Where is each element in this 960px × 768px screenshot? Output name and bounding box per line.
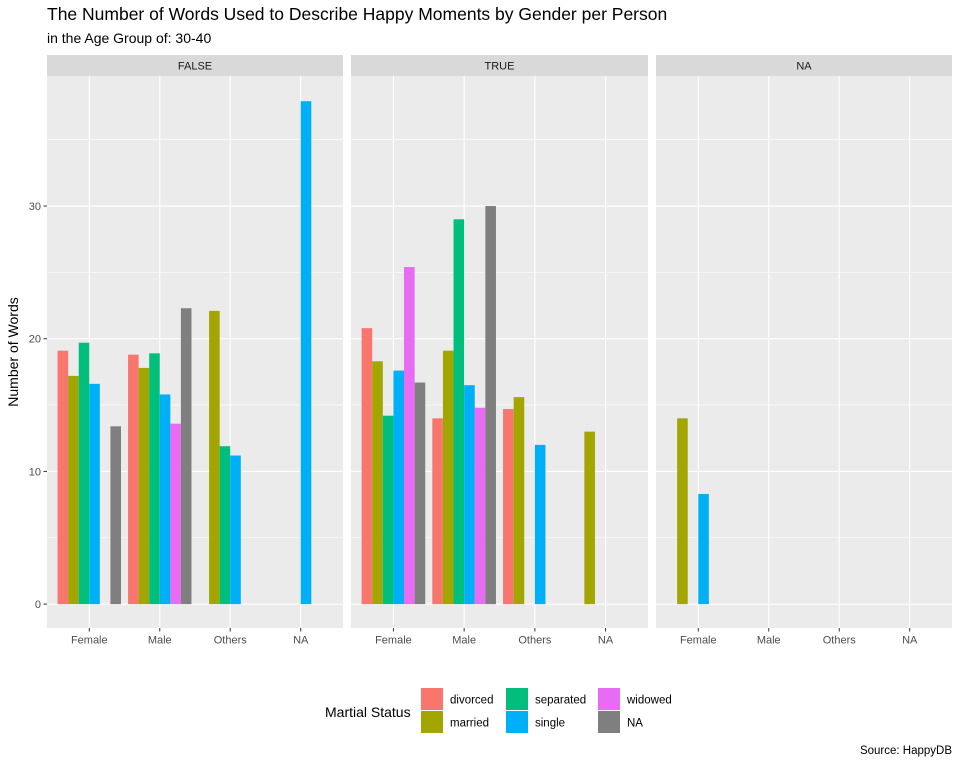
x-tick-label-true-na: NA [598, 635, 614, 647]
panel-strip-true [351, 55, 648, 76]
x-tick-label-false-others: Others [214, 635, 248, 647]
x-tick-label-na-female: Female [680, 635, 717, 647]
bar-na-female-single [698, 493, 709, 605]
bar-true-others-married [513, 397, 525, 605]
bar-true-female-na [414, 382, 426, 605]
bar-false-female-divorced [57, 350, 69, 605]
bar-false-male-single [159, 394, 171, 605]
bar-false-female-married [68, 375, 79, 605]
bar-false-male-widowed [170, 423, 181, 605]
bar-false-female-separated [78, 342, 90, 605]
panel-strip-label-na: NA [796, 61, 812, 73]
legend-key-separated [506, 688, 528, 710]
bar-false-female-single [89, 383, 100, 605]
bar-false-male-divorced [128, 354, 139, 605]
legend-key-divorced [421, 688, 443, 710]
x-tick-label-false-na: NA [293, 635, 309, 647]
bar-true-na-married [584, 431, 595, 605]
bar-false-na-single [300, 101, 312, 605]
legend-label-widowed: widowed [626, 695, 672, 707]
x-tick-label-na-male: Male [757, 635, 781, 647]
bar-false-male-na [180, 308, 192, 605]
panel-strip-false [47, 55, 343, 76]
bar-true-male-widowed [474, 407, 486, 605]
x-tick-label-false-female: Female [71, 635, 108, 647]
bar-true-female-divorced [361, 328, 373, 605]
y-tick-label-30: 30 [29, 201, 41, 213]
bar-true-male-separated [453, 219, 465, 605]
chart-subtitle: in the Age Group of: 30-40 [47, 30, 212, 46]
legend-key-widowed [598, 688, 620, 710]
y-tick-label-20: 20 [29, 334, 41, 346]
legend-title: Martial Status [325, 704, 411, 720]
legend-key-single [506, 711, 528, 733]
legend-key-married [421, 711, 443, 733]
x-tick-label-na-others: Others [823, 635, 857, 647]
x-tick-label-true-male: Male [452, 635, 476, 647]
bar-true-female-widowed [404, 267, 415, 605]
bar-true-others-single [534, 444, 546, 605]
legend-label-married: married [450, 718, 489, 730]
legend-label-na: NA [627, 718, 643, 730]
x-tick-label-true-others: Others [518, 635, 552, 647]
panel-strip-label-false: FALSE [178, 61, 212, 73]
source-caption: Source: HappyDB [859, 745, 952, 757]
bar-false-male-married [138, 367, 150, 605]
bar-true-male-divorced [432, 418, 443, 605]
legend-label-single: single [535, 718, 565, 730]
y-tick-label-0: 0 [35, 599, 41, 611]
bar-false-others-single [230, 455, 241, 605]
y-axis-title: Number of Words [5, 297, 21, 406]
panel-strip-label-true: TRUE [485, 61, 515, 73]
legend-label-separated: separated [535, 695, 586, 707]
x-tick-label-na-na: NA [902, 635, 918, 647]
bar-na-female-married [677, 418, 688, 605]
bar-false-male-separated [149, 353, 160, 605]
bar-false-others-married [209, 310, 220, 605]
legend-key-na [598, 711, 620, 733]
bar-false-female-na [110, 426, 121, 605]
panel-strip-na [656, 55, 952, 76]
bar-true-female-single [393, 370, 405, 605]
legend-label-divorced: divorced [450, 695, 493, 707]
bar-true-female-separated [382, 415, 394, 605]
bar-true-male-single [464, 385, 475, 605]
y-tick-label-10: 10 [29, 466, 41, 478]
bar-true-others-divorced [503, 409, 514, 605]
chart-title: The Number of Words Used to Describe Hap… [47, 4, 668, 24]
bar-true-female-married [372, 361, 383, 605]
x-tick-label-true-female: Female [375, 635, 412, 647]
x-tick-label-false-male: Male [148, 635, 172, 647]
bar-true-male-na [485, 206, 496, 605]
bar-false-others-separated [219, 446, 231, 605]
bar-true-male-married [442, 350, 454, 605]
